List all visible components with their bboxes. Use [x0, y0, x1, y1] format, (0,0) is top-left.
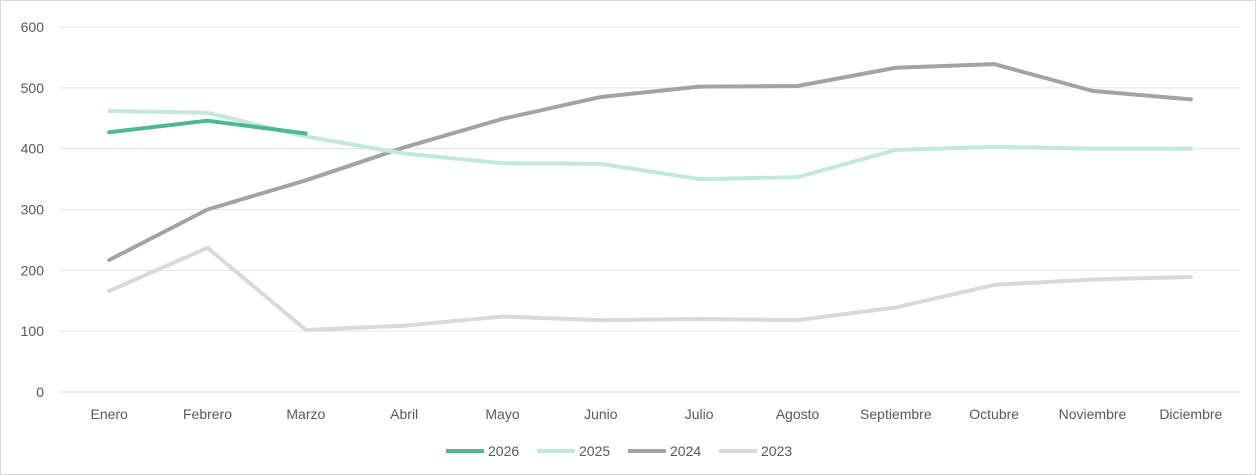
y-tick-label: 100	[21, 323, 45, 339]
x-tick-label: Febrero	[183, 406, 232, 422]
x-axis-ticks: Enero Febrero Marzo Abril Mayo Junio Julio Agos…	[90, 406, 1222, 422]
x-tick-label: Octubre	[969, 406, 1019, 422]
y-tick-label: 600	[21, 19, 45, 35]
y-axis-ticks: 0 100 200 300 400 500 600	[21, 19, 45, 400]
gridlines	[60, 26, 1240, 393]
x-tick-label: Noviembre	[1059, 406, 1127, 422]
series-lines	[107, 62, 1193, 332]
legend-label-2026: 2026	[488, 443, 519, 459]
x-tick-label: Mayo	[485, 406, 519, 422]
x-tick-label: Diciembre	[1159, 406, 1222, 422]
x-tick-label: Julio	[685, 406, 714, 422]
x-tick-label: Enero	[90, 406, 128, 422]
x-tick-label: Junio	[584, 406, 618, 422]
series-line-2023	[107, 245, 1193, 332]
y-tick-label: 0	[36, 384, 44, 400]
legend-label-2024: 2024	[670, 443, 701, 459]
y-tick-label: 300	[21, 202, 45, 218]
y-tick-label: 400	[21, 141, 45, 157]
series-line-2024	[107, 62, 1193, 262]
y-tick-label: 200	[21, 262, 45, 278]
legend-label-2025: 2025	[579, 443, 610, 459]
x-tick-label: Septiembre	[860, 406, 932, 422]
x-tick-label: Abril	[390, 406, 418, 422]
y-tick-label: 500	[21, 80, 45, 96]
legend-label-2023: 2023	[761, 443, 792, 459]
series-line-2025	[107, 108, 1193, 182]
x-tick-label: Agosto	[776, 406, 820, 422]
series-line-2026	[107, 118, 308, 136]
x-tick-label: Marzo	[286, 406, 325, 422]
legend: 2026 2025 2024 2023	[446, 443, 792, 459]
